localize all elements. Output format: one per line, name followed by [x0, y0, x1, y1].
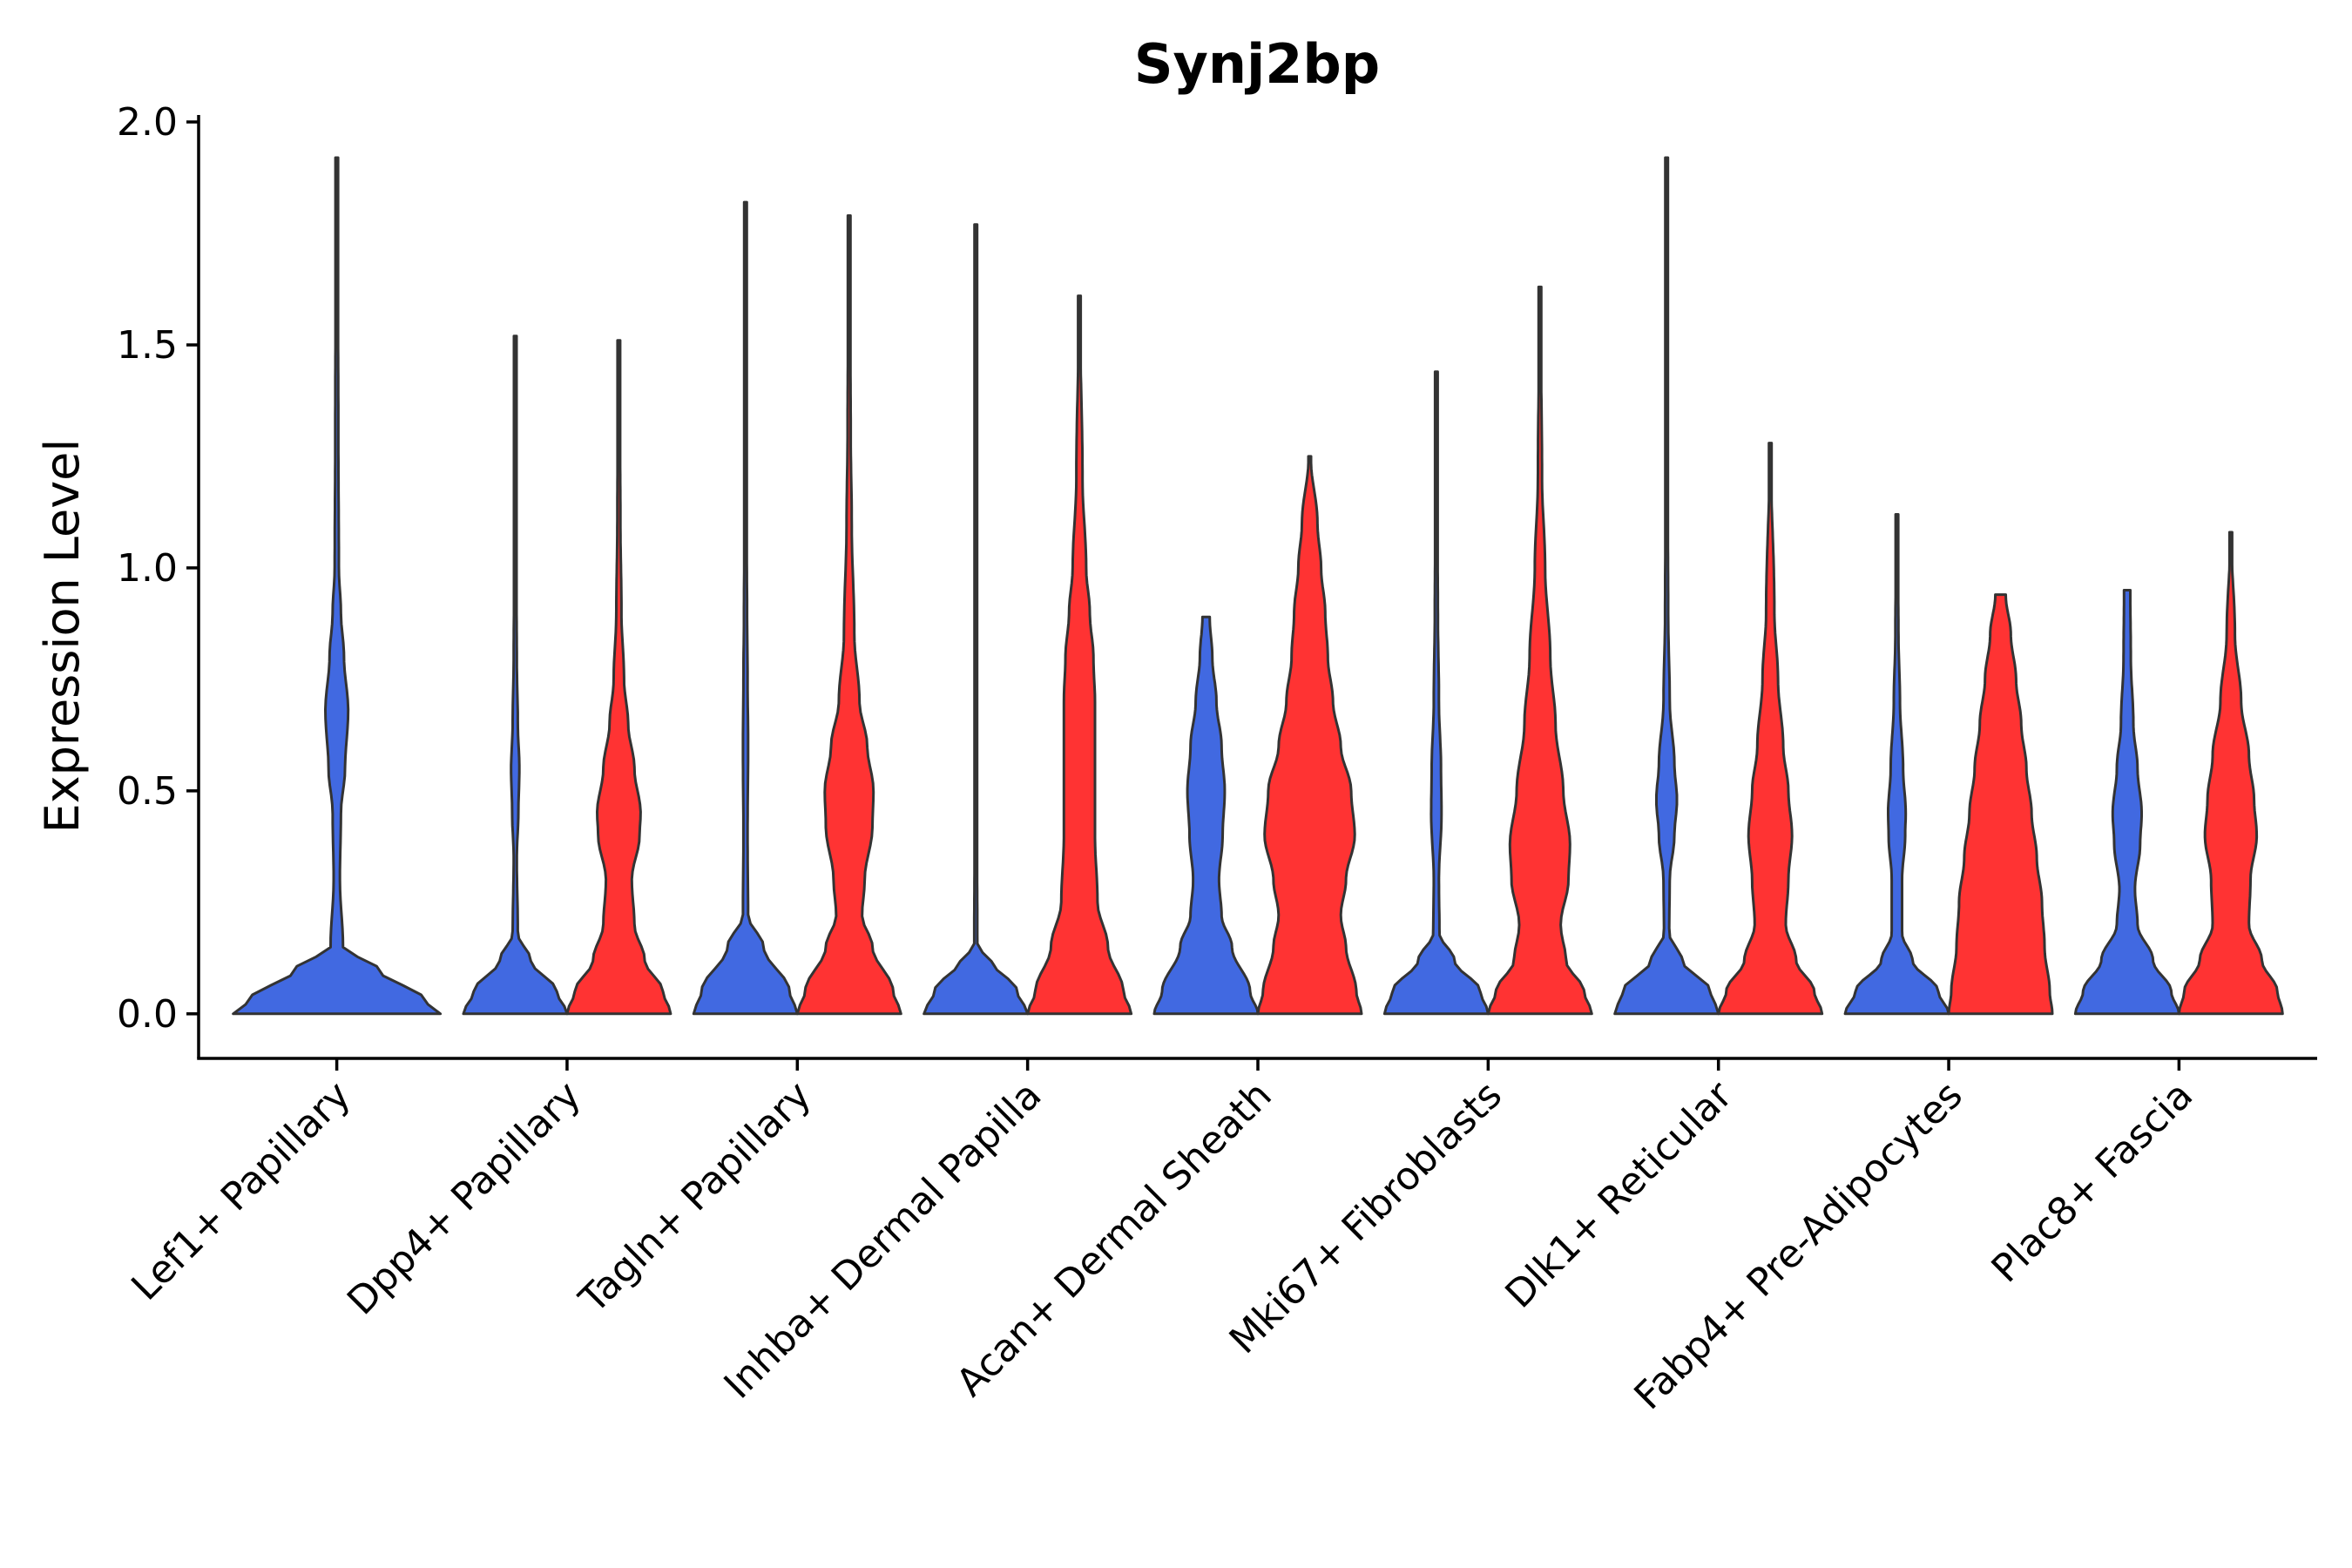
y-tick-label: 0.0: [117, 992, 178, 1037]
violin-red-8: [2177, 531, 2284, 1016]
y-tick-label: 1.5: [117, 323, 178, 368]
violin-blue-5: [1382, 370, 1490, 1016]
violin-blue-3: [923, 223, 1030, 1016]
violin-red-1: [565, 339, 672, 1016]
violin-red-5: [1486, 285, 1593, 1016]
violin-blue-7: [1843, 513, 1950, 1016]
y-axis-label: Expression Level: [35, 439, 90, 834]
violin-red-6: [1717, 442, 1824, 1016]
violin-red-4: [1256, 455, 1363, 1016]
x-tick-label: Lef1+ Papillary: [123, 1073, 359, 1309]
violins-group: [232, 156, 2284, 1016]
violin-blue-6: [1613, 156, 1720, 1016]
x-tick-label: Plac8+ Fascia: [1984, 1073, 2202, 1292]
violin-blue-2: [692, 200, 799, 1016]
violin-blue-0: [232, 156, 443, 1016]
y-tick-label: 2.0: [117, 100, 178, 145]
violin-red-7: [1947, 593, 2054, 1016]
x-tick-label: Dpp4+ Papillary: [339, 1073, 590, 1324]
violin-blue-8: [2073, 589, 2180, 1016]
y-tick-label: 0.5: [117, 769, 178, 814]
violin-red-2: [795, 214, 902, 1016]
x-tick-label: Dlk1+ Reticular: [1497, 1072, 1742, 1317]
y-tick-label: 1.0: [117, 546, 178, 591]
violin-blue-1: [462, 335, 569, 1016]
x-tick-label: Tagln+ Papillary: [571, 1073, 820, 1322]
violin-blue-4: [1152, 615, 1260, 1016]
chart-title: Synj2bp: [1134, 32, 1380, 96]
violin-red-3: [1026, 294, 1133, 1016]
